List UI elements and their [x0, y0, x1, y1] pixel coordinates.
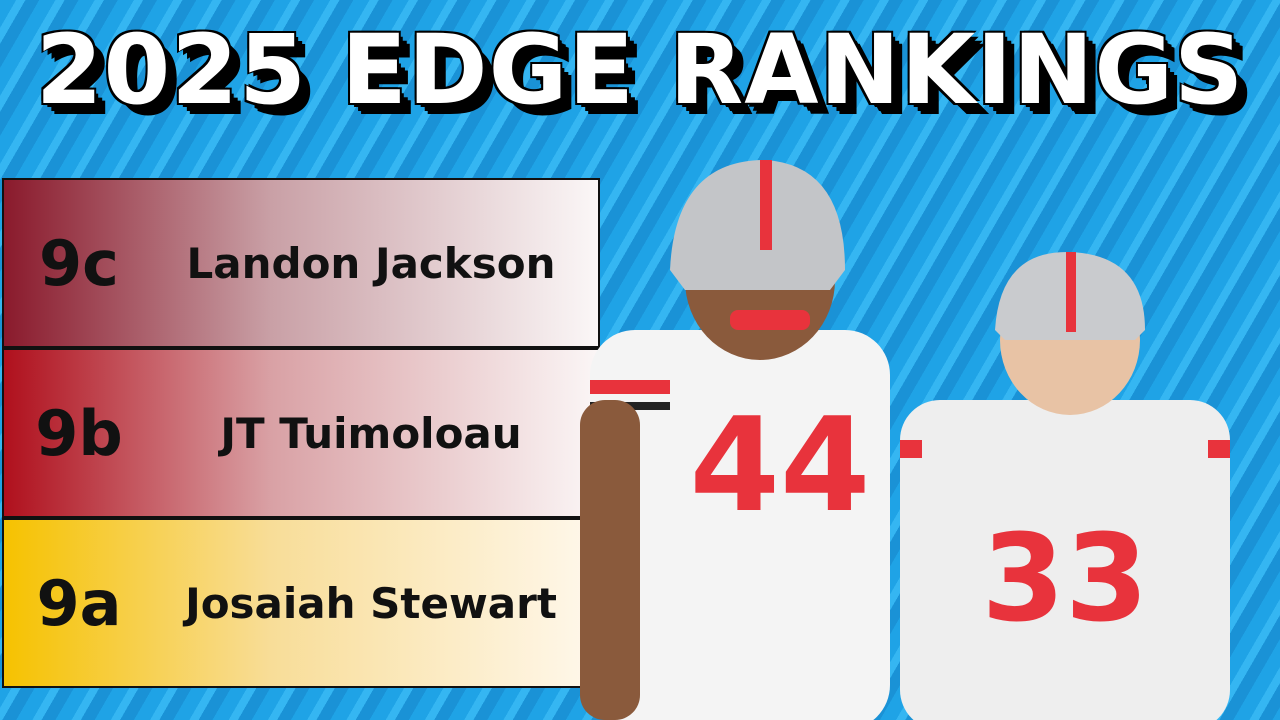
- jersey-number: 33: [982, 510, 1149, 649]
- player: 33: [900, 251, 1230, 720]
- title: 2025 EDGE RANKINGS: [35, 14, 1245, 126]
- jersey-number: 44: [690, 389, 871, 541]
- players-photo: 33 44: [580, 160, 1230, 720]
- player: 44: [580, 160, 890, 720]
- player-name: JT Tuimoloau: [220, 408, 522, 458]
- player-name: Josaiah Stewart: [185, 578, 557, 628]
- rank-row: 9a Josaiah Stewart: [2, 518, 600, 688]
- player-name: Landon Jackson: [186, 238, 556, 288]
- rank-row: 9b JT Tuimoloau: [2, 348, 600, 518]
- tier: 9b: [35, 396, 123, 470]
- tier: 9c: [39, 226, 119, 300]
- tier: 9a: [36, 566, 122, 640]
- rank-row: 9c Landon Jackson: [2, 178, 600, 348]
